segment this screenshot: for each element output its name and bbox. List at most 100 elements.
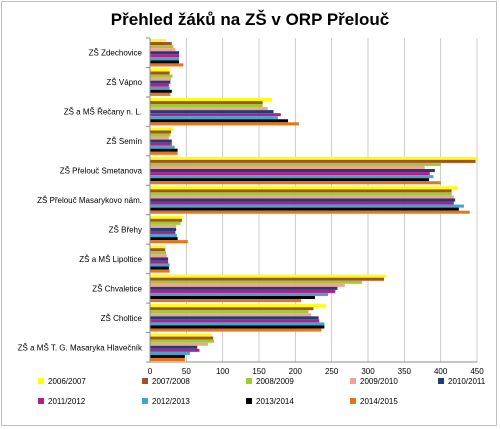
bar	[150, 342, 209, 346]
bar	[150, 74, 173, 78]
x-tick-label: 300	[361, 367, 375, 376]
legend-item: 2011/2012	[38, 397, 86, 406]
bar	[150, 292, 329, 296]
bar	[150, 119, 289, 123]
legend-label: 2009/2010	[360, 377, 398, 386]
legend-item: 2014/2015	[350, 397, 398, 406]
bar	[150, 83, 169, 87]
bar	[150, 286, 338, 290]
bar	[150, 151, 178, 155]
bar	[150, 251, 166, 255]
legend-label: 2006/2007	[48, 377, 86, 386]
bar	[150, 316, 319, 320]
bar	[150, 136, 169, 140]
bar	[150, 215, 183, 219]
bar	[150, 351, 190, 355]
legend-swatch	[38, 398, 44, 404]
bar	[150, 127, 174, 131]
bar	[150, 192, 452, 196]
bar	[150, 289, 336, 293]
bar	[150, 54, 180, 58]
bar	[150, 345, 198, 349]
bars	[150, 39, 477, 361]
bar	[150, 39, 166, 43]
bar	[150, 357, 185, 361]
category-label: ZŠ Přelouč Masarykovo nám.	[37, 196, 142, 205]
bar	[150, 89, 172, 93]
bar	[150, 204, 464, 208]
bar	[150, 304, 326, 308]
bar	[150, 348, 200, 352]
bar	[150, 63, 184, 67]
bar	[150, 195, 454, 199]
bar	[150, 60, 180, 64]
x-tick-label: 200	[289, 367, 303, 376]
bar	[150, 310, 309, 314]
bar	[150, 319, 320, 323]
bar	[150, 245, 166, 249]
bar	[150, 45, 174, 49]
x-tick-label: 50	[182, 367, 191, 376]
chart-title: Přehled žáků na ZŠ v ORP Přelouč	[110, 10, 390, 29]
category-label: ZŠ a MŠ T. G. Masaryka Hlavečník	[18, 343, 143, 352]
bar	[150, 172, 430, 176]
bar	[150, 277, 384, 281]
bar	[150, 336, 214, 340]
bar	[150, 280, 363, 284]
bar	[150, 224, 177, 228]
bar	[150, 104, 263, 108]
bar	[150, 189, 452, 193]
legend-item: 2012/2013	[142, 397, 190, 406]
bar	[150, 248, 166, 252]
bar	[150, 139, 172, 143]
bar	[150, 266, 169, 270]
bar	[150, 86, 170, 90]
bar	[150, 322, 325, 326]
bar	[150, 218, 182, 222]
bar	[150, 57, 180, 61]
legend-item: 2009/2010	[350, 377, 398, 386]
bar	[150, 169, 435, 173]
category-label: ZŠ Přelouč Smetanova	[60, 167, 143, 176]
x-tick-label: 400	[434, 367, 448, 376]
legend-item: 2010/2011	[438, 377, 486, 386]
bar	[150, 240, 188, 244]
bar	[150, 181, 441, 185]
bar	[150, 333, 212, 337]
category-label: ZŠ Zdechovice	[89, 49, 143, 58]
bar	[150, 51, 180, 55]
legend-swatch	[38, 378, 44, 384]
bar	[150, 186, 458, 190]
bar	[150, 97, 273, 101]
bar	[150, 148, 178, 152]
bar	[150, 145, 175, 149]
category-labels: ZŠ Zdechovice ZŠ Vápno ZŠ a MŠ Řečany n. L…	[18, 49, 143, 353]
category-label: ZŠ Chvaletice	[92, 284, 142, 293]
x-tick-label: 450	[470, 367, 484, 376]
category-label: ZŠ Vápno	[106, 78, 142, 87]
x-tick-labels: 0 50 100 150 200 250 300 350 400 450	[148, 367, 484, 376]
legend-swatch	[246, 378, 252, 384]
bar	[150, 274, 387, 278]
bar	[150, 77, 172, 81]
category-label: ZŠ Choltice	[101, 314, 143, 323]
legend-item: 2013/2014	[246, 397, 294, 406]
bar	[150, 198, 456, 202]
bar	[150, 142, 172, 146]
axes	[146, 37, 477, 363]
category-label: ZŠ a MŠ Řečany n. L.	[64, 108, 142, 117]
bar	[150, 325, 325, 329]
bar	[150, 237, 178, 241]
legend-label: 2008/2009	[256, 377, 294, 386]
legend-label: 2012/2013	[152, 397, 190, 406]
bar	[150, 328, 322, 332]
bar	[150, 107, 268, 111]
bar	[150, 269, 170, 273]
legend-swatch	[246, 398, 252, 404]
bar	[150, 42, 172, 46]
legend-item: 2008/2009	[246, 377, 294, 386]
bar	[150, 122, 299, 126]
bar	[150, 178, 430, 182]
bar	[150, 299, 302, 303]
